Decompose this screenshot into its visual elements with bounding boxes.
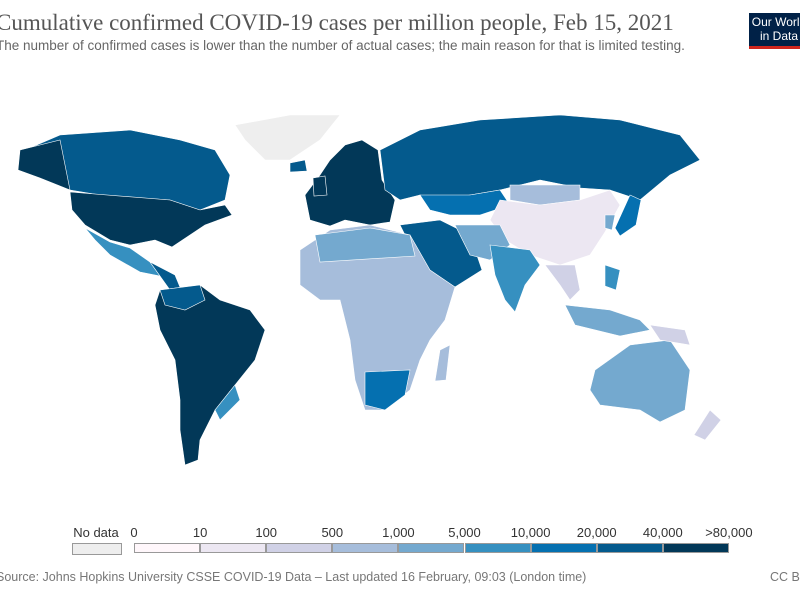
logo-text: Our World in Data — [751, 15, 800, 43]
legend-bin[interactable] — [464, 543, 531, 553]
legend-tick-label: 100 — [255, 525, 278, 540]
world-map — [17, 114, 722, 466]
legend-bin[interactable] — [596, 543, 663, 553]
country-region[interactable] — [312, 175, 328, 197]
country-region[interactable] — [604, 264, 621, 291]
owid-logo[interactable]: Our World in Data — [749, 13, 800, 49]
country-region[interactable] — [314, 227, 416, 263]
country-region[interactable] — [649, 324, 691, 346]
country-region[interactable] — [159, 284, 206, 311]
legend-bin[interactable] — [662, 543, 729, 553]
country-region[interactable] — [693, 409, 722, 441]
source-note: Source: Johns Hopkins University CSSE CO… — [0, 570, 587, 584]
country-region[interactable] — [489, 244, 541, 313]
country-region[interactable] — [149, 261, 183, 293]
legend-bin[interactable] — [398, 543, 465, 553]
country-region[interactable] — [214, 384, 241, 421]
legend-tick-label: 0 — [130, 525, 138, 540]
legend-tick-label: 40,000 — [642, 525, 683, 540]
legend-no-data-label: No data — [73, 525, 119, 540]
legend-tick-label: 1,000 — [382, 525, 415, 540]
legend-tick-label: 500 — [321, 525, 344, 540]
country-region[interactable] — [299, 224, 456, 411]
legend-tick-label: 10 — [192, 525, 208, 540]
country-region[interactable] — [564, 304, 651, 337]
country-region[interactable] — [17, 139, 71, 191]
legend-bin[interactable] — [530, 543, 597, 553]
legend-bin[interactable] — [134, 543, 201, 553]
country-region[interactable] — [589, 339, 691, 423]
legend-bin[interactable] — [266, 543, 333, 553]
legend-no-data-swatch — [72, 543, 122, 555]
country-region[interactable] — [154, 284, 266, 466]
country-region[interactable] — [604, 214, 616, 231]
country-region[interactable] — [434, 344, 451, 382]
chart-title: Cumulative confirmed COVID-19 cases per … — [0, 10, 674, 35]
country-region[interactable] — [364, 369, 411, 411]
license-link[interactable]: CC BY — [770, 570, 800, 584]
country-region[interactable] — [69, 191, 233, 248]
legend-tick-label: 20,000 — [576, 525, 617, 540]
country-region[interactable] — [614, 194, 642, 237]
legend-bin[interactable] — [332, 543, 399, 553]
legend-bin[interactable] — [200, 543, 267, 553]
country-region[interactable] — [289, 159, 308, 173]
legend-tick-label: 5,000 — [448, 525, 481, 540]
legend-tick-label: >80,000 — [705, 525, 753, 540]
country-region[interactable] — [544, 264, 581, 301]
legend-tick-label: 10,000 — [510, 525, 551, 540]
country-region[interactable] — [234, 114, 341, 161]
chart-subtitle: The number of confirmed cases is lower t… — [0, 38, 685, 53]
